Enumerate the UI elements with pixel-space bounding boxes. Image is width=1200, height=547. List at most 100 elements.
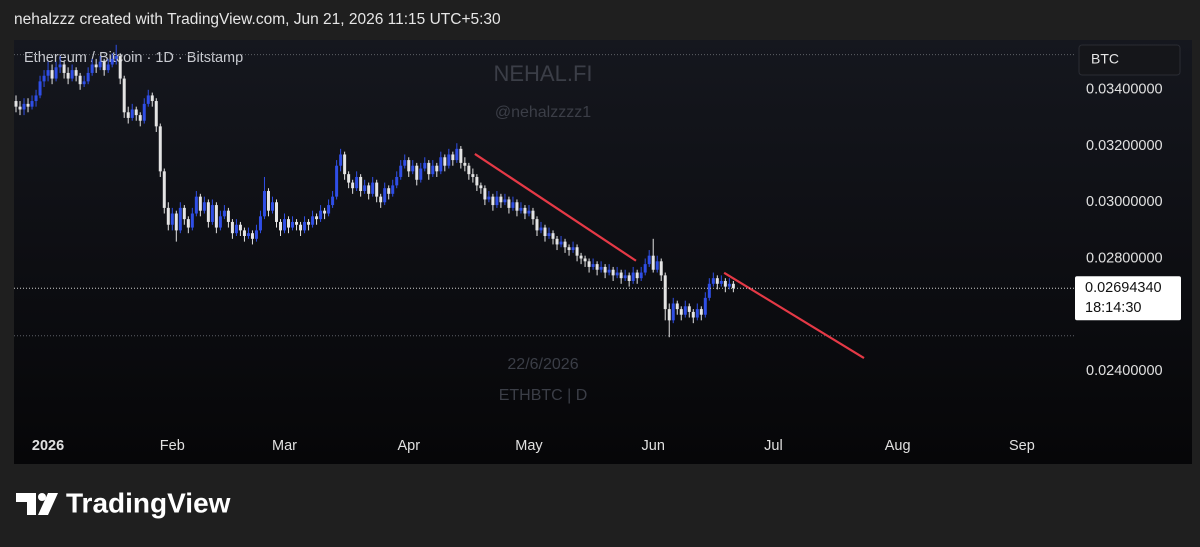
candle-body	[587, 261, 591, 267]
watermark: NEHAL.FI	[493, 61, 592, 86]
last-price: 0.02694340	[1085, 280, 1162, 296]
candle-body	[270, 202, 274, 211]
candle-body	[30, 101, 34, 107]
candle-body	[555, 238, 559, 245]
candle-body	[218, 216, 222, 228]
candle-body	[615, 272, 619, 276]
candle-body	[367, 185, 371, 194]
candle-body	[154, 101, 158, 127]
candle-body	[495, 196, 499, 206]
currency: BTC	[1091, 51, 1119, 67]
candle-body	[675, 303, 679, 310]
candle-body	[663, 275, 667, 310]
x-tick-label: Apr	[397, 438, 420, 454]
candle-body	[258, 216, 262, 231]
candle-body	[379, 196, 383, 203]
candle-body	[242, 230, 246, 236]
candle-body	[319, 210, 323, 220]
x-tick-label: May	[515, 438, 543, 454]
trendline	[474, 152, 637, 262]
y-tick-label: 0.02800000	[1086, 250, 1163, 266]
candle-body	[699, 309, 703, 315]
candle-body	[343, 154, 347, 175]
x-tick-label: Aug	[885, 438, 911, 454]
candle-body	[303, 221, 307, 231]
candle-body	[118, 56, 122, 79]
candle-body	[198, 196, 202, 211]
candle-body	[371, 182, 375, 194]
candle-body	[431, 165, 435, 175]
candle-body	[647, 255, 651, 265]
candle-body	[463, 162, 467, 166]
candle-body	[635, 272, 639, 279]
candle-body	[250, 233, 254, 239]
candle-body	[619, 272, 623, 279]
candle-body	[579, 255, 583, 259]
candle-body	[363, 185, 367, 192]
candle-body	[311, 216, 315, 225]
candle-body	[439, 157, 443, 172]
candle-body	[26, 103, 30, 107]
price-label-box	[1075, 276, 1181, 321]
candle-body	[627, 275, 631, 281]
candle-body	[695, 309, 699, 318]
candle-body	[403, 160, 407, 166]
candle-body	[543, 227, 547, 236]
candle-body	[18, 106, 22, 110]
candle-body	[551, 233, 555, 239]
currency-box[interactable]	[1078, 44, 1181, 76]
candle-body	[651, 255, 655, 270]
candle-body	[146, 95, 150, 104]
candle-body	[503, 199, 507, 203]
candle-body	[691, 311, 695, 318]
candle-body	[679, 309, 683, 315]
candle-body	[327, 205, 331, 214]
candle-body	[86, 72, 90, 82]
candle-body	[194, 196, 198, 214]
candle-body	[547, 233, 551, 236]
header: nehalzzz created with TradingView.com, J…	[14, 11, 501, 28]
candle-body	[659, 261, 663, 276]
candle-body	[230, 221, 234, 234]
candle-body	[162, 171, 166, 208]
candle-body	[66, 72, 70, 79]
y-tick-label: 0.03200000	[1086, 138, 1163, 154]
candle-body	[74, 70, 78, 76]
candle-body	[451, 154, 455, 161]
candle-body	[246, 233, 250, 236]
candle-body	[571, 247, 575, 251]
candle-body	[415, 165, 419, 180]
candle-body	[575, 247, 579, 256]
candle-body	[711, 278, 715, 284]
candle-body	[483, 188, 487, 200]
candle-body	[643, 264, 647, 273]
candle-body	[166, 207, 170, 225]
candle-body	[595, 264, 599, 270]
candle-body	[567, 247, 571, 251]
candle-body	[14, 101, 18, 107]
candle-body	[210, 205, 214, 222]
candle-body	[523, 207, 527, 214]
candle-body	[214, 205, 218, 228]
candle-body	[307, 221, 311, 225]
x-tick-label: Jul	[764, 438, 783, 454]
candle-body	[491, 196, 495, 206]
candle-body	[347, 174, 351, 183]
chart-pane	[14, 40, 1192, 464]
candle-body	[655, 261, 659, 270]
candle-body	[54, 67, 58, 79]
candle-body	[150, 95, 154, 102]
candle-body	[507, 199, 511, 208]
candle-body	[607, 269, 611, 273]
candle-body	[727, 283, 731, 287]
candle-body	[98, 61, 102, 68]
candle-body	[158, 126, 162, 172]
x-tick-label: Mar	[272, 438, 297, 454]
candle-body	[126, 112, 130, 118]
candle-body	[559, 241, 563, 245]
candle-body	[190, 213, 194, 228]
watermark: @nehalzzzz1	[495, 104, 591, 121]
candle-body	[206, 202, 210, 222]
candle-body	[299, 224, 303, 231]
candle-body	[527, 210, 531, 214]
